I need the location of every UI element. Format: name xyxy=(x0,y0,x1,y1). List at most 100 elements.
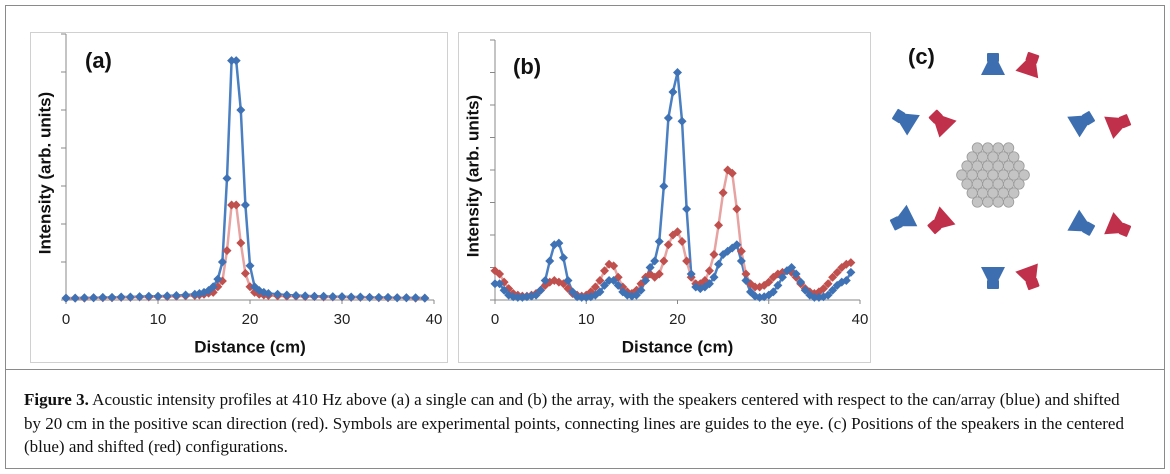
data-point xyxy=(162,291,172,301)
x-tick-label: 0 xyxy=(62,311,70,328)
data-point xyxy=(682,256,692,266)
data-point xyxy=(823,279,833,289)
data-point xyxy=(595,276,605,285)
data-point xyxy=(383,292,393,302)
data-point xyxy=(116,292,126,302)
data-point xyxy=(499,285,509,295)
data-point xyxy=(600,280,609,290)
x-tick-label: 20 xyxy=(242,311,259,328)
data-point xyxy=(604,276,614,285)
data-point xyxy=(365,292,375,302)
data-point xyxy=(736,246,746,256)
data-point xyxy=(236,105,246,115)
data-point xyxy=(536,285,546,295)
data-point xyxy=(841,276,851,285)
speaker-icon xyxy=(888,103,920,136)
y-axis-label: Intensity (arb. units) xyxy=(35,92,54,254)
data-point xyxy=(809,292,819,302)
can xyxy=(1018,169,1030,181)
data-point xyxy=(495,279,505,289)
data-point xyxy=(736,256,746,266)
data-point xyxy=(355,292,365,302)
speaker-icon xyxy=(1104,212,1134,243)
can xyxy=(1013,178,1025,190)
x-tick-label: 30 xyxy=(760,311,777,328)
speaker-icon xyxy=(1104,108,1134,139)
data-point xyxy=(531,290,541,300)
data-point xyxy=(654,237,664,246)
data-point xyxy=(787,263,797,272)
data-point xyxy=(61,293,71,303)
data-point xyxy=(663,113,673,123)
data-point xyxy=(663,240,673,250)
data-point xyxy=(590,282,600,292)
speaker-icon xyxy=(1015,49,1046,79)
data-point xyxy=(263,289,273,299)
data-point xyxy=(777,272,787,282)
data-point xyxy=(846,267,856,277)
data-point xyxy=(750,282,760,292)
data-point xyxy=(231,200,241,210)
can xyxy=(1008,187,1020,199)
data-point xyxy=(411,293,421,303)
data-point xyxy=(540,276,550,285)
speaker-diagram xyxy=(886,49,1134,293)
data-point xyxy=(704,279,714,289)
data-point xyxy=(125,292,135,302)
x-tick-label: 40 xyxy=(852,311,869,328)
caption-text: Acoustic intensity profiles at 410 Hz ab… xyxy=(24,390,1124,456)
data-point xyxy=(677,237,687,246)
x-tick-label: 40 xyxy=(426,311,443,328)
data-point xyxy=(495,269,505,279)
data-point xyxy=(291,290,301,300)
data-point xyxy=(654,269,664,279)
data-point xyxy=(328,292,338,302)
data-point xyxy=(631,285,641,295)
data-point xyxy=(89,293,99,303)
data-point xyxy=(828,285,838,295)
panel-frame xyxy=(30,32,448,363)
data-point xyxy=(245,261,255,271)
data-point xyxy=(732,240,742,250)
data-point xyxy=(392,293,402,303)
caption-label: Figure 3. xyxy=(24,390,89,409)
data-point xyxy=(208,282,218,292)
speaker-icon xyxy=(923,206,956,239)
x-tick-label: 10 xyxy=(150,311,167,328)
data-point xyxy=(718,188,728,198)
data-point xyxy=(609,276,619,285)
data-point xyxy=(709,272,719,282)
speaker-icon xyxy=(1067,209,1099,242)
data-point xyxy=(768,287,778,297)
data-point xyxy=(645,263,655,272)
data-point xyxy=(659,181,669,191)
data-point xyxy=(213,282,223,292)
data-point xyxy=(374,292,384,302)
speaker-icon xyxy=(924,105,957,138)
data-point xyxy=(800,285,810,295)
data-point xyxy=(714,220,724,230)
data-point xyxy=(668,87,678,97)
can xyxy=(982,196,994,208)
data-point xyxy=(217,257,227,267)
data-point xyxy=(144,291,154,301)
data-point xyxy=(222,173,232,183)
data-point xyxy=(420,293,430,303)
data-point xyxy=(764,277,774,287)
data-point xyxy=(741,276,751,285)
speaker-icon xyxy=(981,267,1005,289)
panel-frame xyxy=(458,32,871,363)
panel-label: (c) xyxy=(908,44,935,69)
data-point xyxy=(563,276,573,285)
data-point xyxy=(213,274,223,284)
caption: Figure 3. Acoustic intensity profiles at… xyxy=(24,388,1139,459)
data-point xyxy=(613,280,623,290)
can xyxy=(1008,151,1020,163)
data-point xyxy=(282,290,292,300)
data-point xyxy=(107,292,117,302)
data-point xyxy=(686,269,696,279)
data-point xyxy=(227,200,237,210)
can xyxy=(992,196,1004,208)
data-point xyxy=(245,282,255,292)
